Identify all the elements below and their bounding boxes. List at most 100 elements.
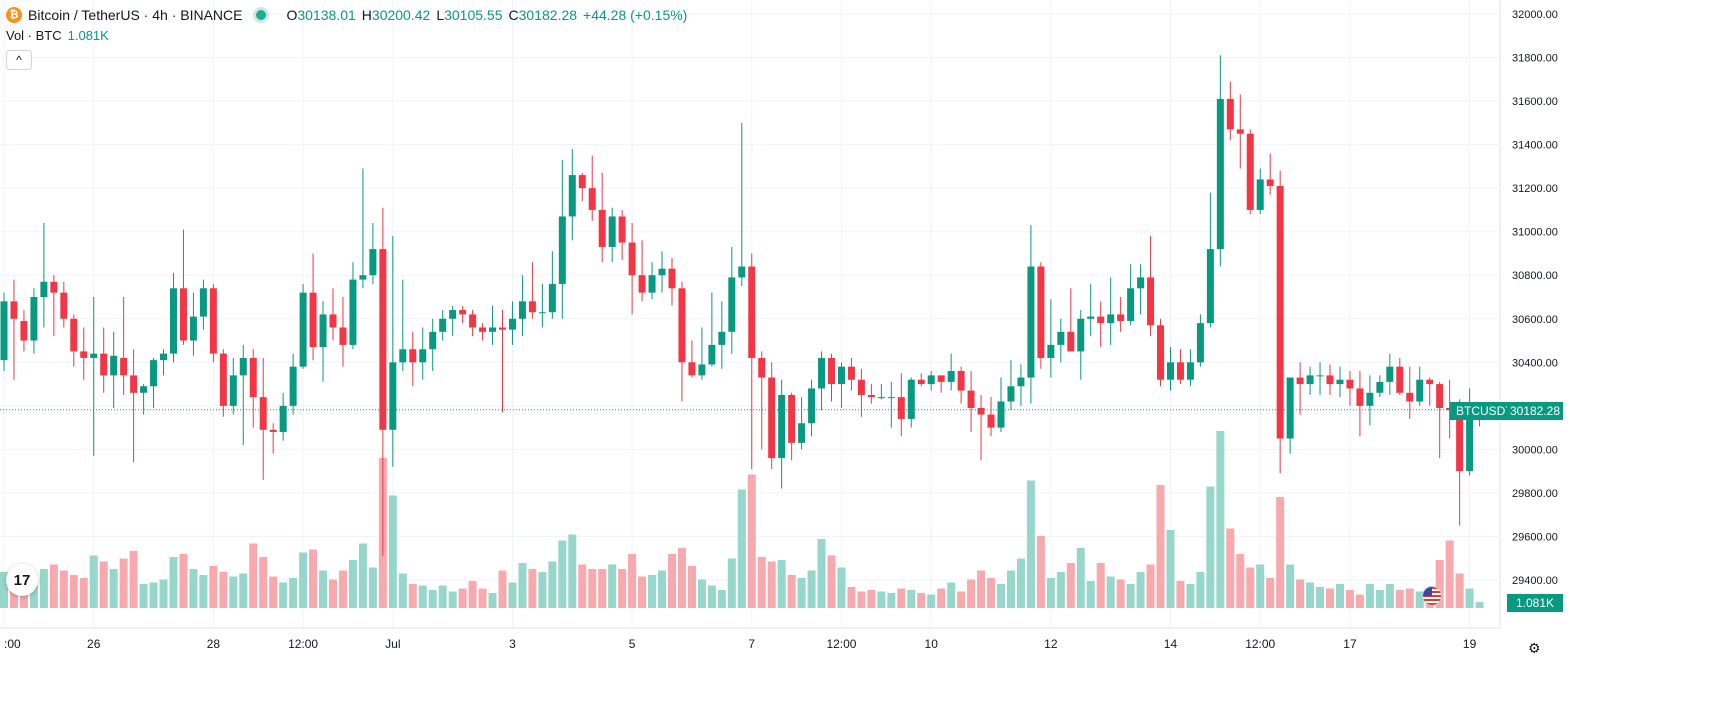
y-tick-label: 29800.00 bbox=[1512, 488, 1558, 500]
volume-bar bbox=[568, 534, 577, 608]
volume-bar bbox=[329, 579, 338, 608]
candle-body bbox=[1446, 408, 1454, 411]
x-tick-label: 28 bbox=[207, 637, 221, 651]
candle-body bbox=[1226, 98, 1234, 130]
candle-body bbox=[1396, 366, 1404, 393]
volume-bar bbox=[179, 554, 188, 608]
volume-bar bbox=[1176, 581, 1185, 608]
candle-body bbox=[469, 314, 477, 328]
candle-body bbox=[189, 316, 197, 341]
volume-bar bbox=[1136, 572, 1145, 608]
volume-bar bbox=[89, 555, 98, 608]
volume-bar bbox=[59, 570, 68, 608]
candle-body bbox=[558, 216, 566, 284]
symbol-title[interactable]: Bitcoin / TetherUS · 4h · BINANCE bbox=[28, 7, 243, 23]
candle-body bbox=[499, 327, 506, 330]
candle-body bbox=[100, 353, 108, 376]
candle-body bbox=[50, 281, 58, 293]
volume-bar bbox=[279, 582, 288, 608]
volume-bar bbox=[199, 575, 208, 608]
candle-body bbox=[459, 310, 467, 315]
volume-bar bbox=[1276, 497, 1285, 608]
candle-body bbox=[40, 281, 48, 297]
candle-body bbox=[668, 268, 676, 289]
us-flag-icon[interactable] bbox=[1422, 586, 1442, 606]
volume-bar bbox=[827, 555, 836, 608]
candle-body bbox=[897, 397, 905, 419]
volume-bar bbox=[9, 584, 18, 608]
volume-bar bbox=[847, 587, 856, 608]
y-tick-label: 30000.00 bbox=[1512, 444, 1558, 456]
volume-bar bbox=[1266, 578, 1275, 608]
candle-body bbox=[818, 357, 826, 389]
candle-body bbox=[359, 275, 367, 280]
volume-bar bbox=[1375, 590, 1384, 608]
volume-bar bbox=[588, 569, 597, 608]
volume-label[interactable]: Vol · BTC bbox=[6, 28, 62, 43]
volume-bar bbox=[658, 570, 667, 608]
candle-body bbox=[1246, 133, 1254, 210]
candle-body bbox=[1097, 316, 1105, 324]
volume-bar bbox=[757, 557, 766, 608]
volume-bar bbox=[887, 593, 896, 608]
volume-bar bbox=[1435, 560, 1444, 608]
candle-body bbox=[907, 379, 915, 419]
x-tick-label: 14 bbox=[1164, 637, 1178, 651]
volume-bar bbox=[608, 564, 617, 608]
candle-body bbox=[728, 277, 736, 332]
x-tick-label: 7 bbox=[748, 637, 755, 651]
candle-body bbox=[977, 408, 985, 415]
candle-body bbox=[608, 216, 616, 247]
volume-bar bbox=[937, 588, 946, 608]
candle-body bbox=[449, 310, 457, 319]
candle-body bbox=[1127, 288, 1135, 321]
volume-bar bbox=[259, 557, 268, 608]
candle-body bbox=[130, 375, 138, 393]
volume-bar bbox=[807, 570, 816, 608]
settings-icon[interactable]: ⚙ bbox=[1528, 640, 1541, 656]
volume-bar bbox=[159, 579, 168, 608]
volume-bar bbox=[428, 590, 437, 608]
candle-body bbox=[179, 288, 187, 341]
candle-body bbox=[847, 366, 855, 380]
volume-bar bbox=[478, 588, 487, 608]
volume-bar bbox=[109, 569, 118, 608]
volume-bar bbox=[169, 557, 178, 608]
volume-bar bbox=[338, 570, 347, 608]
volume-bar bbox=[289, 578, 298, 608]
tradingview-logo-icon[interactable]: 17 bbox=[6, 564, 38, 596]
volume-bar bbox=[129, 551, 138, 608]
candle-body bbox=[1057, 331, 1065, 345]
candle-body bbox=[259, 397, 267, 430]
volume-bar bbox=[1166, 530, 1175, 608]
candle-body bbox=[1147, 277, 1155, 326]
volume-bar bbox=[857, 591, 866, 608]
candle-body bbox=[887, 397, 895, 399]
candle-body bbox=[289, 366, 297, 406]
candle-body bbox=[1107, 314, 1115, 324]
volume-bar bbox=[528, 569, 537, 608]
candle-body bbox=[1286, 377, 1294, 439]
volume-bar bbox=[1326, 588, 1335, 608]
volume-bar bbox=[957, 591, 966, 608]
volume-bar bbox=[777, 560, 786, 608]
volume-bar bbox=[1216, 431, 1225, 608]
volume-bar bbox=[1345, 590, 1354, 608]
volume-bar bbox=[967, 579, 976, 608]
volume-bar bbox=[1415, 591, 1424, 608]
volume-bar bbox=[249, 543, 258, 608]
candle-body bbox=[399, 349, 407, 363]
volume-bar bbox=[1445, 540, 1454, 608]
chart-legend: ₿ Bitcoin / TetherUS · 4h · BINANCE O 301… bbox=[6, 4, 687, 26]
collapse-legend-button[interactable]: ^ bbox=[6, 50, 32, 70]
candle-body bbox=[70, 318, 78, 352]
volume-bar bbox=[618, 569, 627, 608]
candle-body bbox=[1037, 266, 1045, 358]
y-tick-label: 31800.00 bbox=[1512, 53, 1558, 65]
candle-body bbox=[578, 175, 586, 189]
volume-bar bbox=[1256, 564, 1265, 608]
candle-body bbox=[588, 188, 596, 210]
candle-body bbox=[698, 364, 706, 376]
candle-body bbox=[618, 216, 626, 243]
